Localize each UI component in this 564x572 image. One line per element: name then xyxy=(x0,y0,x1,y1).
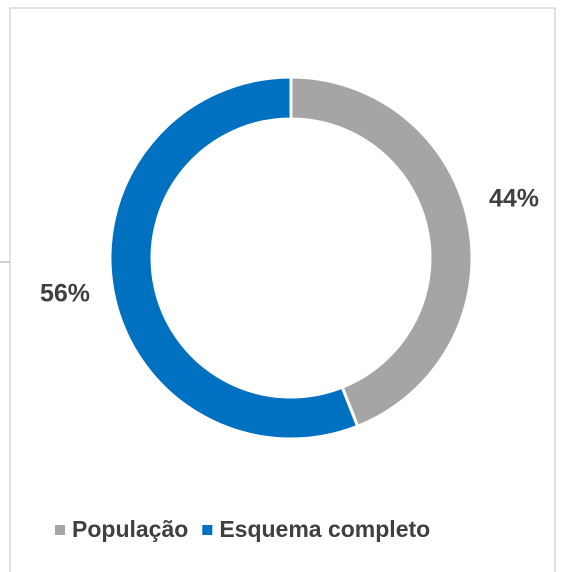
data-label: 44% xyxy=(489,185,539,213)
chart-border xyxy=(9,7,556,572)
legend-swatch xyxy=(202,525,213,535)
legend-label: População xyxy=(72,516,188,542)
legend-swatch xyxy=(55,525,65,535)
legend-label: Esquema completo xyxy=(219,516,430,542)
donut-segment xyxy=(289,75,474,429)
donut-segment xyxy=(108,75,360,441)
data-label: 56% xyxy=(40,280,90,308)
